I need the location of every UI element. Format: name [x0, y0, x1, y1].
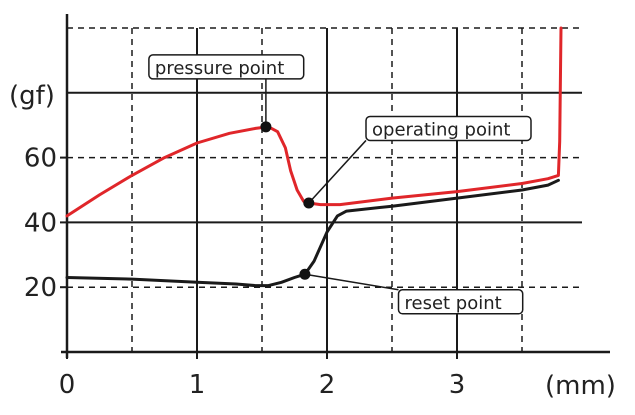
axes: 20 40 60 0 1 2 3 — [24, 14, 610, 400]
y-tick-label: 20 — [24, 273, 57, 303]
annotation-box — [148, 54, 305, 80]
annotation-label: reset point — [405, 293, 502, 314]
annotation-leader — [304, 273, 399, 291]
annotation-box — [397, 289, 524, 315]
x-axis-title: (mm) — [545, 371, 616, 401]
series — [65, 26, 563, 288]
y-tick-label: 60 — [24, 144, 57, 174]
x-tick-label: 1 — [189, 370, 206, 400]
annotation-label: pressure point — [155, 58, 284, 79]
x-tick-label: 2 — [319, 370, 336, 400]
annotation-leader — [308, 139, 367, 204]
annotation-label: operating point — [372, 119, 510, 140]
x-tick-label: 3 — [449, 370, 466, 400]
x-tick-label: 0 — [59, 370, 76, 400]
y-tick-label: 40 — [24, 208, 57, 238]
y-axis-title: (gf) — [9, 81, 55, 111]
axis-labels: (gf) (mm) — [9, 81, 616, 401]
series-line-2 — [65, 178, 560, 288]
series-line-1 — [65, 26, 563, 218]
annotation-point — [260, 121, 272, 133]
annotations: pressure point operating point reset point — [148, 54, 532, 315]
annotation-box — [365, 115, 532, 142]
annotation-point — [303, 197, 315, 209]
annotation-point — [299, 268, 311, 280]
